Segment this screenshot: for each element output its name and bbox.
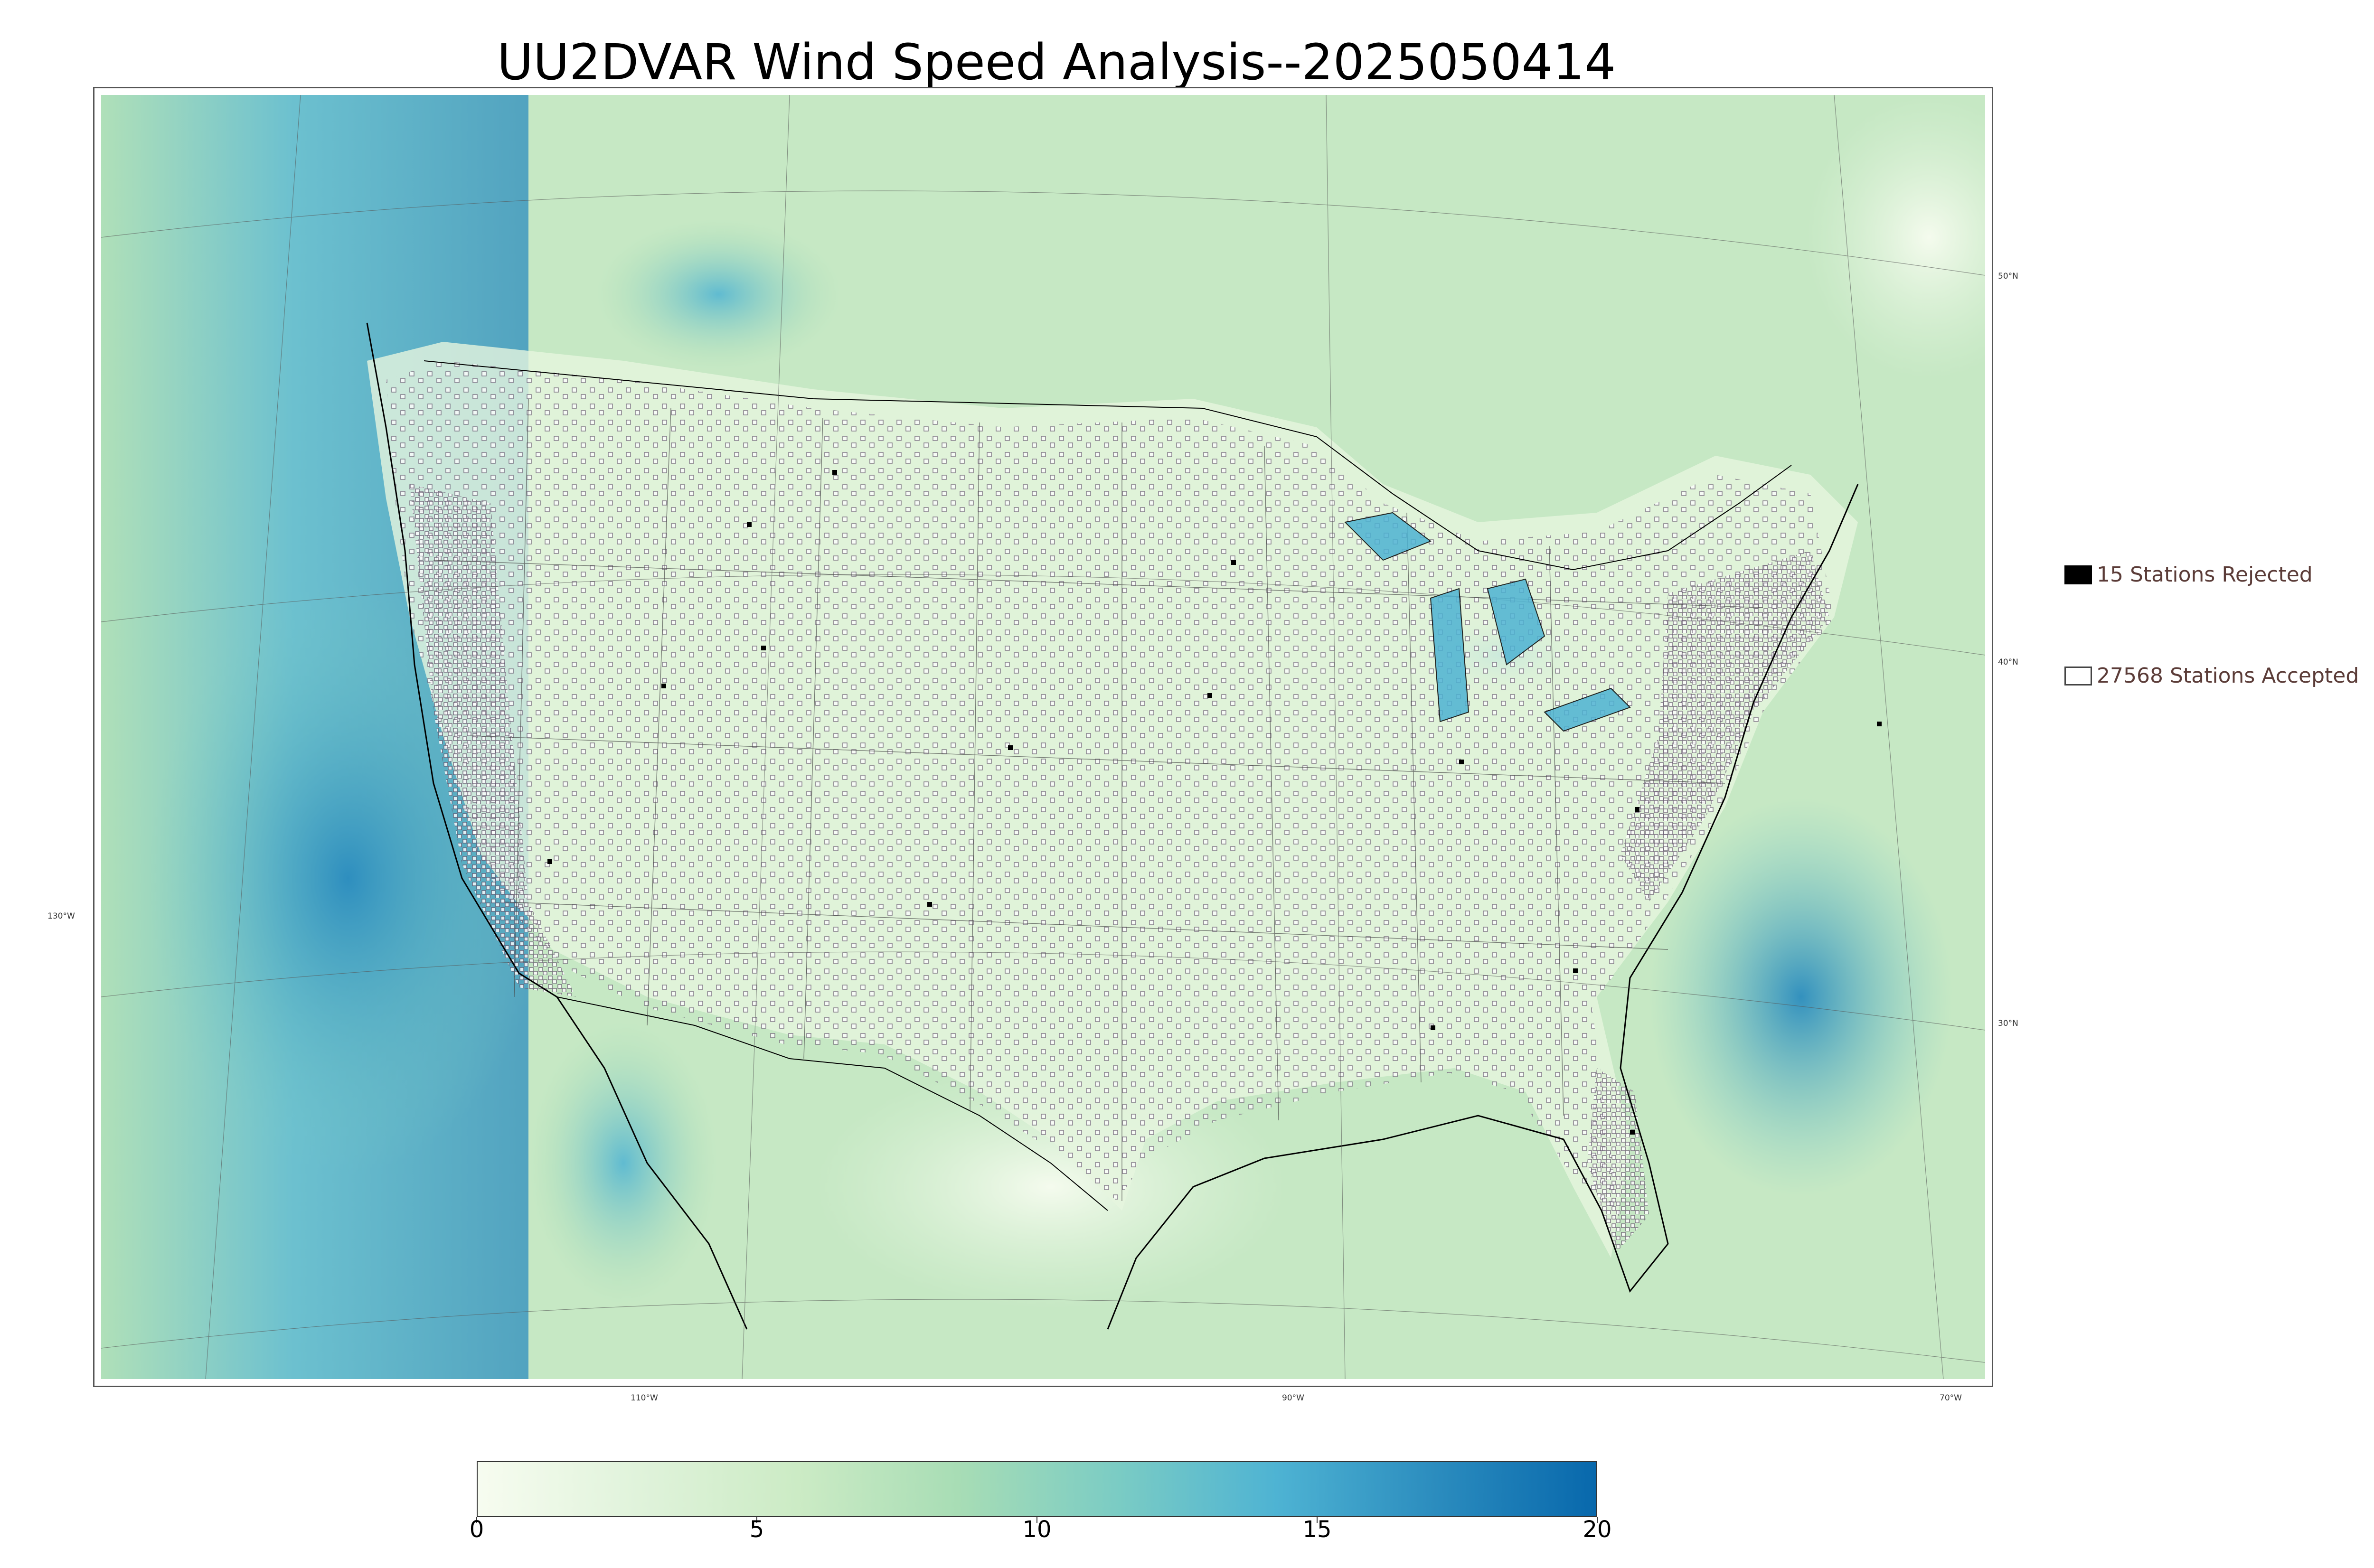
wind-speed-map[interactable]: [101, 95, 1985, 1379]
hudson-bay-calm-zone: [1806, 95, 1985, 380]
longitude-label-110w: 110°W: [631, 1393, 658, 1403]
legend-accepted: 27568 Stations Accepted: [2064, 664, 2359, 688]
longitude-label-130w: 130°W: [47, 911, 75, 921]
rejected-swatch-icon: [2064, 565, 2092, 584]
latitude-label-40n: 40°N: [1998, 657, 2018, 667]
accepted-swatch-icon: [2064, 666, 2092, 685]
gulf-of-california-wind-zone: [528, 1021, 718, 1305]
colorbar-tick-label: 5: [749, 1516, 764, 1543]
state-border-grid: [433, 398, 1763, 1201]
graticule-lines: [101, 95, 1985, 1379]
dense-station-cluster-west-coast: [410, 484, 576, 997]
colorbar-tick: [1597, 1517, 1598, 1523]
legend-rejected-label: 15 Stations Rejected: [2097, 563, 2313, 587]
country-border-path: [424, 360, 1792, 1211]
map-title: UU2DVAR Wind Speed Analysis--2025050414: [497, 33, 1616, 91]
colorbar-tick-label: 0: [469, 1516, 484, 1543]
colorbar: [477, 1461, 1597, 1517]
colorbar-tick-label: 15: [1302, 1516, 1332, 1543]
latitude-label-30n: 30°N: [1998, 1019, 2018, 1028]
colorbar-tick: [1317, 1517, 1318, 1523]
legend-accepted-label: 27568 Stations Accepted: [2097, 664, 2359, 688]
latitude-label-50n: 50°N: [1998, 272, 2018, 281]
colorbar-tick: [756, 1517, 757, 1523]
coastline-path: [366, 322, 1859, 1330]
colorbar-tick: [1036, 1517, 1037, 1523]
legend-rejected: 15 Stations Rejected: [2064, 563, 2313, 587]
atlantic-high-wind-zone: [1649, 798, 1953, 1196]
colorbar-tick-label: 20: [1583, 1516, 1612, 1543]
map-frame: [93, 87, 1993, 1387]
dense-station-cluster-east-coast: [1620, 551, 1829, 902]
longitude-label-70w: 70°W: [1940, 1393, 1962, 1403]
colorbar-tick-label: 10: [1022, 1516, 1052, 1543]
colorbar-tick: [476, 1517, 477, 1523]
longitude-label-90w: 90°W: [1282, 1393, 1304, 1403]
northern-plains-wind-zone: [595, 218, 842, 370]
great-lakes: [1344, 512, 1631, 732]
rejected-station-markers: [547, 470, 1882, 1135]
accepted-station-markers: [386, 361, 1834, 1225]
dense-station-cluster-florida: [1587, 1068, 1649, 1253]
